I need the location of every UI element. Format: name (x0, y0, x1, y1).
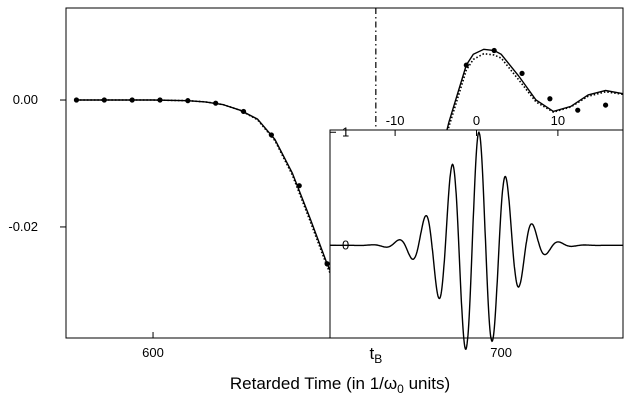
inset-x-tick-label: 10 (551, 113, 565, 128)
inset-y-tick-label: 0 (342, 237, 349, 252)
main-data-point (213, 100, 219, 106)
x-axis-title: Retarded Time (in 1/ω0 units) (230, 374, 450, 396)
main-y-tick-label: -0.02 (8, 219, 38, 234)
main-data-point (129, 97, 135, 103)
main-data-point (491, 47, 497, 54)
main-data-point (324, 261, 330, 267)
main-data-point (547, 96, 553, 102)
inset-y-tick-label: 1 (342, 124, 349, 139)
main-data-point (240, 108, 247, 115)
inset-plot-frame (329, 129, 624, 339)
inset-series-layer (330, 131, 623, 351)
main-data-point (296, 183, 302, 189)
main-data-point (602, 102, 609, 108)
main-data-point (519, 70, 525, 76)
inset-x-tick-label: -10 (386, 113, 405, 128)
main-data-point (268, 132, 274, 138)
main-data-point (101, 97, 107, 103)
main-data-point (463, 62, 469, 68)
tb-label: tB (369, 344, 382, 366)
main-data-point (575, 107, 581, 113)
main-x-tick-label: 700 (490, 345, 512, 360)
inset-series-line (330, 131, 623, 351)
main-data-point (73, 97, 80, 103)
main-data-point (185, 98, 191, 104)
main-data-point (157, 97, 163, 103)
main-x-tick-label: 600 (142, 345, 164, 360)
inset-x-tick-label: 0 (473, 113, 480, 128)
main-y-tick-label: 0.00 (13, 92, 38, 107)
